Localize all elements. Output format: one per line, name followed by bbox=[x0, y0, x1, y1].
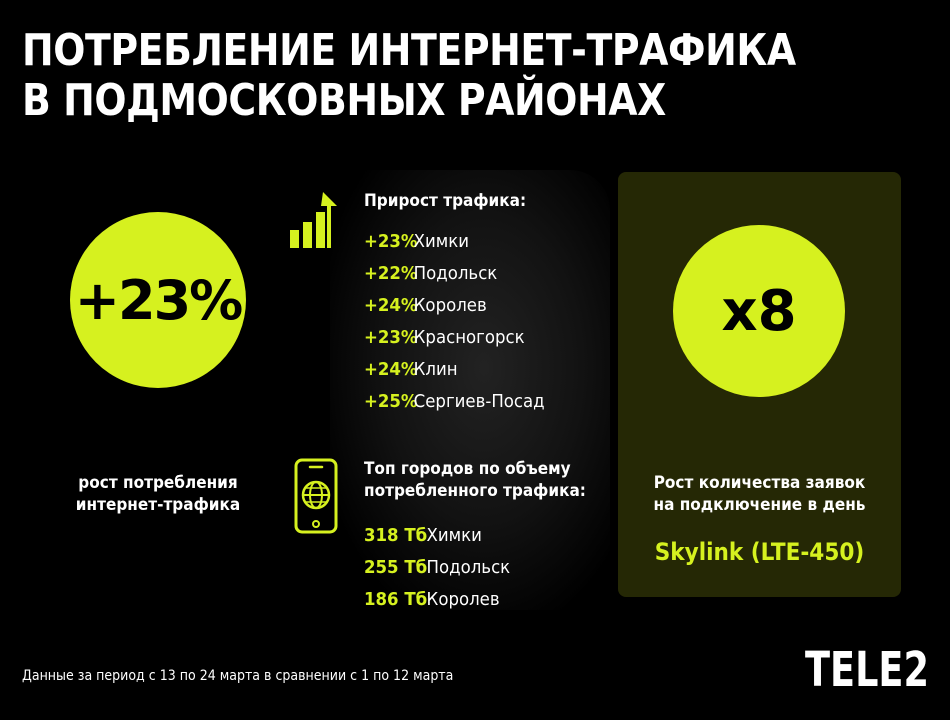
growth-percent: +22% bbox=[364, 263, 418, 284]
city-name: Королев bbox=[413, 295, 487, 316]
phone-globe-icon bbox=[294, 458, 338, 534]
traffic-growth-caption-line2: интернет-трафика bbox=[75, 495, 241, 515]
traffic-growth-caption: рост потребления интернет-трафика bbox=[70, 472, 246, 516]
list-item: +24%Королев bbox=[364, 290, 545, 322]
city-name: Подольск bbox=[426, 557, 511, 578]
city-name: Клин bbox=[413, 359, 458, 380]
background-phone-glow bbox=[330, 170, 610, 610]
requests-caption-line1: Рост количества заявок bbox=[653, 473, 866, 493]
city-name: Королев bbox=[426, 589, 500, 610]
top-cities-title: Топ городов по объему потребленного траф… bbox=[364, 458, 586, 502]
city-name: Сергиев-Посад bbox=[413, 391, 545, 412]
list-item: +25%Сергиев-Посад bbox=[364, 386, 545, 418]
traffic-growth-circle: +23% bbox=[70, 212, 246, 388]
list-item: 255 ТбПодольск bbox=[364, 552, 510, 584]
top-cities-title-line2: потребленного трафика: bbox=[364, 481, 586, 501]
list-item: 318 ТбХимки bbox=[364, 520, 510, 552]
list-item: +23%Красногорск bbox=[364, 322, 545, 354]
traffic-growth-caption-line1: рост потребления bbox=[78, 473, 238, 493]
page-title-line2: В ПОДМОСКОВНЫХ РАЙОНАХ bbox=[22, 75, 666, 126]
list-item: 186 ТбКоролев bbox=[364, 584, 510, 616]
tele2-logo: TELE2 bbox=[805, 642, 929, 692]
requests-caption-line2: на подключение в день bbox=[653, 495, 866, 515]
traffic-growth-value: +23% bbox=[74, 268, 243, 332]
top-cities-title-line1: Топ городов по объему bbox=[364, 459, 571, 479]
traffic-volume: 255 Тб bbox=[364, 557, 428, 578]
growth-chart-icon bbox=[290, 192, 337, 248]
top-cities-list: 318 ТбХимки 255 ТбПодольск 186 ТбКоролев bbox=[364, 520, 523, 616]
skylink-brand: Skylink (LTE-450) bbox=[654, 538, 865, 566]
city-name: Подольск bbox=[413, 263, 498, 284]
growth-percent: +25% bbox=[364, 391, 418, 412]
growth-list-title: Прирост трафика: bbox=[364, 191, 527, 211]
requests-multiplier-value: х8 bbox=[721, 278, 797, 344]
growth-percent: +24% bbox=[364, 359, 418, 380]
growth-list: +23%Химки +22%Подольск +24%Королев +23%К… bbox=[364, 226, 560, 418]
growth-percent: +24% bbox=[364, 295, 418, 316]
city-name: Химки bbox=[413, 231, 470, 252]
city-name: Красногорск bbox=[413, 327, 525, 348]
data-period-footnote: Данные за период с 13 по 24 марта в срав… bbox=[22, 668, 454, 684]
city-name: Химки bbox=[426, 525, 482, 546]
requests-multiplier-circle: х8 bbox=[673, 225, 845, 397]
growth-percent: +23% bbox=[364, 231, 418, 252]
page-title-line1: ПОТРЕБЛЕНИЕ ИНТЕРНЕТ-ТРАФИКА bbox=[22, 25, 796, 76]
page-title: ПОТРЕБЛЕНИЕ ИНТЕРНЕТ-ТРАФИКА В ПОДМОСКОВ… bbox=[22, 26, 796, 126]
list-item: +22%Подольск bbox=[364, 258, 545, 290]
list-item: +23%Химки bbox=[364, 226, 545, 258]
traffic-volume: 318 Тб bbox=[364, 525, 428, 546]
growth-percent: +23% bbox=[364, 327, 418, 348]
list-item: +24%Клин bbox=[364, 354, 545, 386]
requests-caption: Рост количества заявок на подключение в … bbox=[632, 472, 887, 516]
tele2-logo-text: TELE2 bbox=[805, 642, 929, 692]
traffic-volume: 186 Тб bbox=[364, 589, 428, 610]
